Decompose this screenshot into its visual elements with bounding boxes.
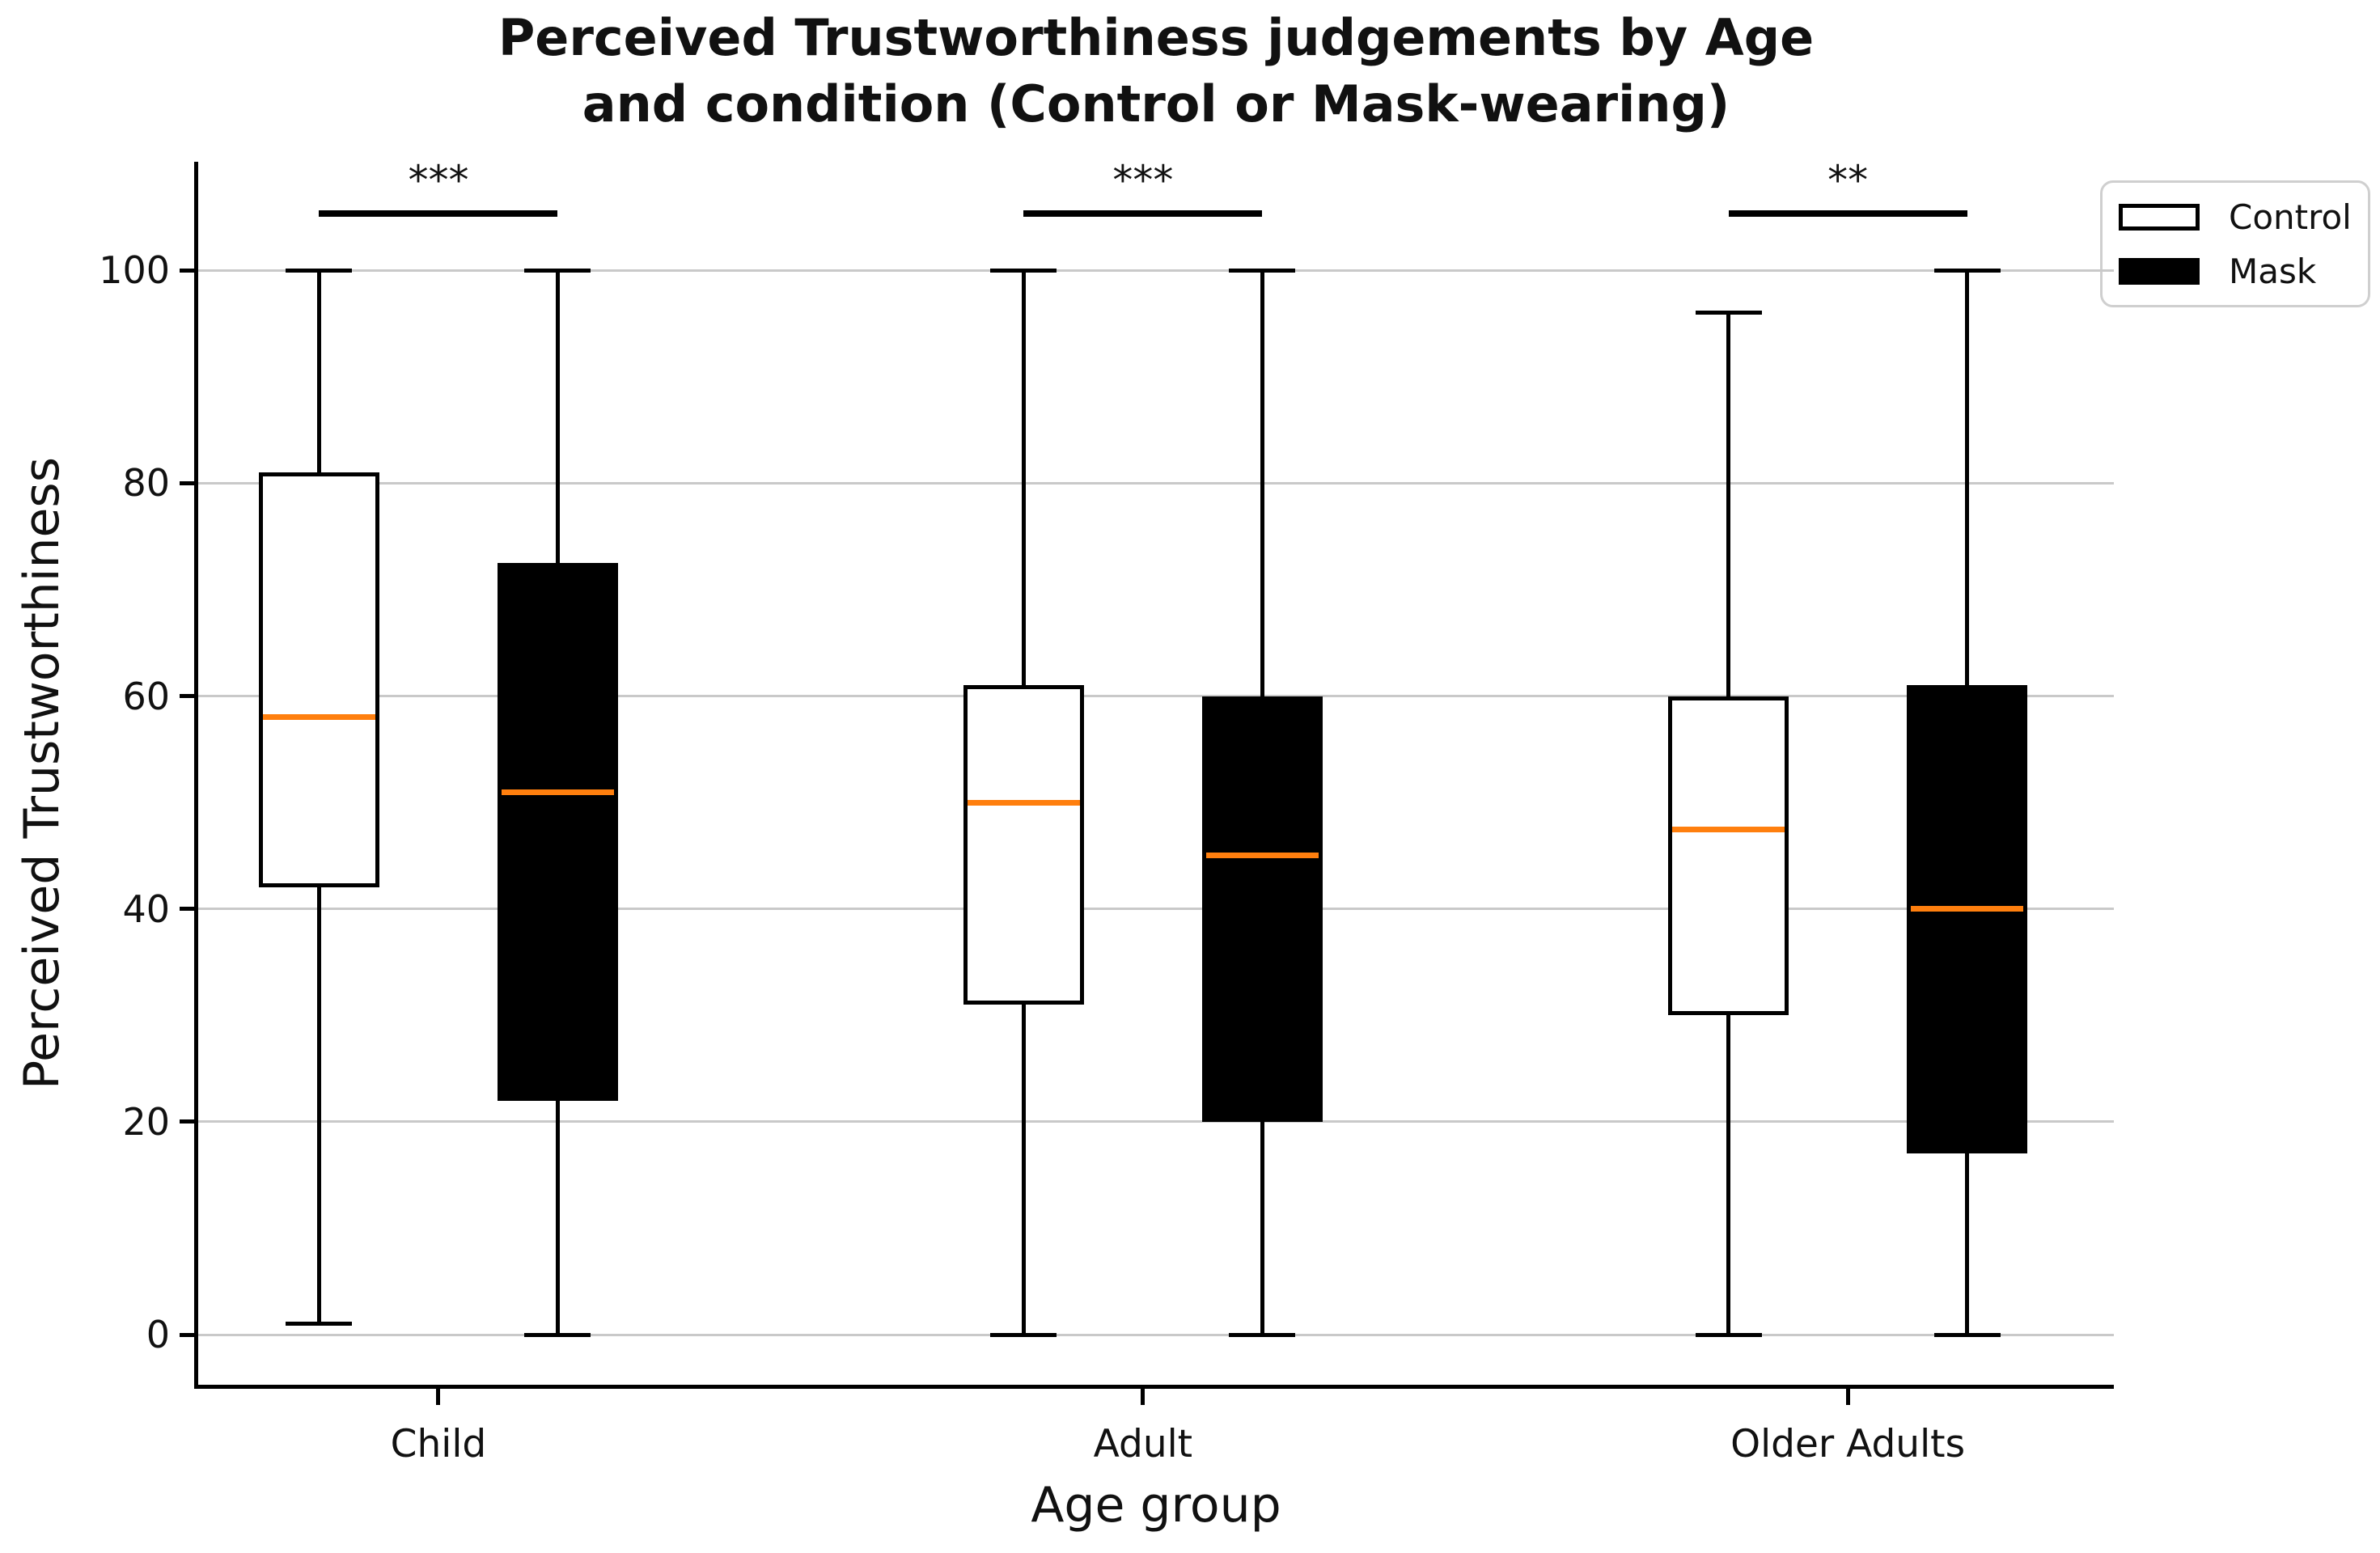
legend-item-mask: Mask [2119, 252, 2368, 291]
gridline [198, 1120, 2114, 1123]
box-mask [1907, 685, 2028, 1154]
gridline [198, 695, 2114, 698]
legend-swatch-control [2119, 203, 2200, 231]
whisker-cap-low [1933, 1332, 2001, 1337]
significance-label: *** [1112, 157, 1174, 204]
box-control [258, 472, 379, 888]
whisker-cap-low [990, 1332, 1057, 1337]
significance-label: *** [408, 157, 469, 204]
y-tick-label: 20 [122, 1099, 170, 1144]
y-tick-label: 60 [122, 674, 170, 718]
y-tick-mark [180, 1332, 198, 1337]
median-line [501, 789, 614, 795]
median-line [262, 714, 375, 721]
box-mask [497, 563, 618, 1101]
y-tick-label: 100 [99, 248, 170, 293]
x-tick-mark [1845, 1389, 1850, 1405]
y-axis-label: Perceived Trustworthiness [14, 457, 70, 1090]
gridline [198, 481, 2114, 485]
y-tick-label: 0 [146, 1313, 170, 1357]
chart-title: Perceived Trustworthiness judgements by … [198, 5, 2114, 138]
chart-title-line2: and condition (Control or Mask-wearing) [582, 74, 1730, 133]
chart-title-line1: Perceived Trustworthiness judgements by … [498, 8, 1815, 67]
gridline [198, 1333, 2114, 1336]
y-tick-label: 40 [122, 887, 170, 931]
legend: Control Mask [2100, 180, 2370, 307]
gridline [198, 908, 2114, 911]
x-tick-mark [1141, 1389, 1146, 1405]
whisker-cap-high [1229, 268, 1296, 273]
median-line [1672, 826, 1785, 832]
whisker-cap-low [1695, 1332, 1762, 1337]
whisker-cap-high [524, 268, 591, 273]
y-tick-mark [180, 480, 198, 485]
median-line [1911, 906, 2024, 912]
x-tick-label: Child [390, 1421, 487, 1466]
x-axis-spine [194, 1385, 2114, 1389]
whisker-cap-high [286, 268, 353, 273]
whisker-cap-high [990, 268, 1057, 273]
y-tick-mark [180, 1119, 198, 1124]
median-line [967, 799, 1080, 806]
x-tick-label: Older Adults [1730, 1421, 1966, 1466]
whisker-cap-high [1695, 311, 1762, 315]
significance-bar [319, 210, 558, 218]
y-tick-label: 80 [122, 461, 170, 506]
legend-label-control: Control [2229, 197, 2352, 237]
whisker-cap-low [524, 1332, 591, 1337]
x-axis-label: Age group [1031, 1477, 1281, 1534]
x-tick-mark [436, 1389, 441, 1405]
gridline [198, 269, 2114, 272]
box-control [963, 685, 1084, 1005]
y-tick-mark [180, 907, 198, 912]
significance-bar [1023, 210, 1263, 218]
significance-label: ** [1827, 157, 1869, 204]
legend-label-mask: Mask [2229, 251, 2317, 291]
y-axis-spine [194, 162, 198, 1389]
significance-bar [1728, 210, 1967, 218]
y-tick-mark [180, 268, 198, 273]
x-tick-label: Adult [1093, 1421, 1193, 1466]
box-mask [1201, 696, 1323, 1122]
legend-item-control: Control [2119, 197, 2368, 237]
y-tick-mark [180, 694, 198, 699]
whisker-cap-low [1229, 1332, 1296, 1337]
whisker-cap-high [1933, 268, 2001, 273]
median-line [1205, 853, 1319, 859]
whisker-cap-low [286, 1322, 353, 1327]
legend-swatch-mask [2119, 257, 2200, 285]
box-control [1668, 696, 1789, 1016]
